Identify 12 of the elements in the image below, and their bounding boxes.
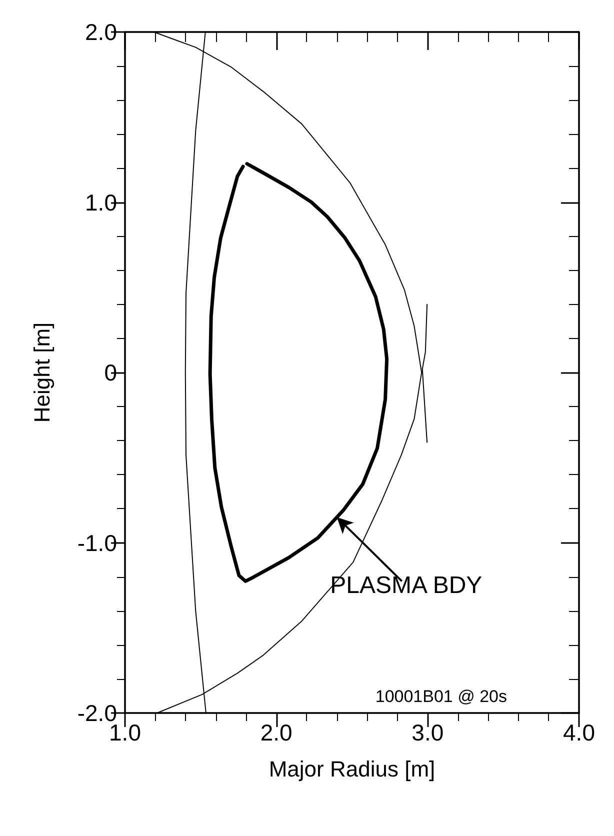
y-axis-title: Height [m] bbox=[30, 322, 54, 423]
annotation: PLASMA BDY bbox=[330, 572, 482, 599]
x-axis-title: Major Radius [m] bbox=[268, 756, 436, 782]
x-tick-label: 3.0 bbox=[412, 720, 444, 746]
y-tick-label: 1.0 bbox=[85, 189, 117, 216]
y-tick-label: -1.0 bbox=[77, 530, 117, 556]
annotation: 10001B01 @ 20s bbox=[375, 687, 507, 706]
x-tick-label: 2.0 bbox=[260, 720, 292, 746]
y-tick-label: 2.0 bbox=[85, 19, 117, 45]
y-tick-label: -2.0 bbox=[77, 700, 117, 726]
y-tick-label: 0 bbox=[104, 360, 117, 386]
x-tick-label: 4.0 bbox=[563, 720, 595, 746]
